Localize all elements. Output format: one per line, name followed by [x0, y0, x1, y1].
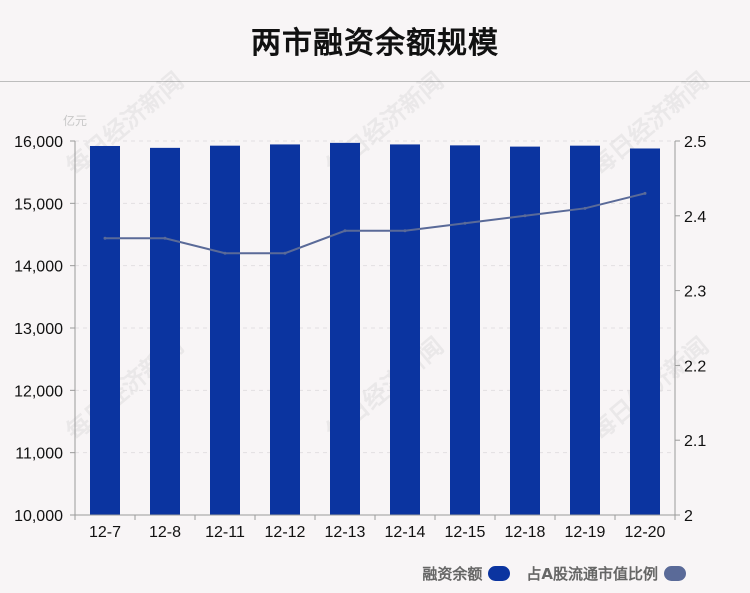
right-tick-label: 2.1 [684, 433, 706, 450]
ratio-point-12-15 [463, 221, 467, 225]
x-tick-label: 12-14 [385, 524, 426, 541]
left-tick-label: 10,000 [14, 508, 63, 525]
legend-swatch-ratio [664, 566, 686, 581]
bar-12-15 [450, 145, 480, 515]
legend-item-balance: 融资余额 [422, 563, 511, 584]
ratio-point-12-8 [163, 236, 167, 240]
ratio-point-12-11 [223, 251, 227, 255]
legend-label-ratio: 占A股流通市值比例 [526, 565, 658, 583]
right-tick-label: 2.3 [684, 284, 706, 301]
legend-swatch-balance [488, 566, 511, 581]
bar-12-11 [210, 145, 240, 516]
bar-12-7 [90, 145, 120, 515]
x-tick-label: 12-11 [205, 524, 245, 541]
line-series [103, 191, 647, 255]
ratio-point-12-7 [103, 236, 107, 240]
ratio-point-12-14 [403, 229, 407, 233]
ratio-point-12-12 [283, 251, 287, 255]
bar-12-13 [330, 142, 360, 515]
right-tick-label: 2.5 [684, 134, 706, 151]
x-tick-label: 12-7 [89, 524, 121, 541]
x-tick-label: 12-15 [445, 524, 486, 541]
bar-12-8 [150, 147, 180, 515]
bar-series [90, 142, 660, 516]
x-tick-label: 12-8 [149, 524, 181, 541]
left-tick-label: 16,000 [14, 134, 63, 151]
left-tick-label: 13,000 [14, 321, 63, 338]
ratio-point-12-13 [343, 229, 347, 233]
ratio-point-12-19 [583, 206, 587, 210]
bar-12-12 [270, 144, 300, 515]
page-title: 两市融资余额规模 [251, 26, 499, 61]
ratio-line [105, 192, 646, 255]
left-tick-label: 12,000 [14, 383, 63, 400]
right-tick-label: 2.4 [684, 209, 706, 226]
ratio-point-12-18 [523, 214, 527, 218]
left-axis-unit: 亿元 [63, 113, 87, 128]
left-tick-label: 11,000 [15, 446, 63, 463]
bar-12-20 [630, 148, 660, 516]
ratio-point-12-20 [643, 191, 647, 195]
bar-12-19 [570, 145, 600, 516]
x-tick-label: 12-19 [565, 524, 606, 541]
x-tick-label: 12-13 [325, 524, 366, 541]
legend-item-ratio: 占A股流通市值比例 [526, 563, 686, 584]
x-tick-label: 12-12 [265, 524, 306, 541]
right-tick-label: 2.2 [684, 358, 706, 375]
x-tick-label: 12-18 [505, 524, 546, 541]
title-divider [0, 81, 750, 82]
bar-12-14 [390, 144, 420, 515]
x-tick-label: 12-20 [625, 524, 666, 541]
legend-label-balance: 融资余额 [422, 565, 483, 583]
left-tick-label: 14,000 [14, 259, 63, 276]
left-tick-label: 15,000 [14, 196, 63, 213]
right-tick-label: 2 [684, 508, 693, 525]
axes [70, 140, 680, 520]
legend: 融资余额 占A股流通市值比例 [406, 563, 686, 584]
bar-12-18 [510, 146, 540, 516]
tick-labels: 10,000 11,000 12,000 13,000 14,000 15,000 16,0… [14, 113, 706, 541]
